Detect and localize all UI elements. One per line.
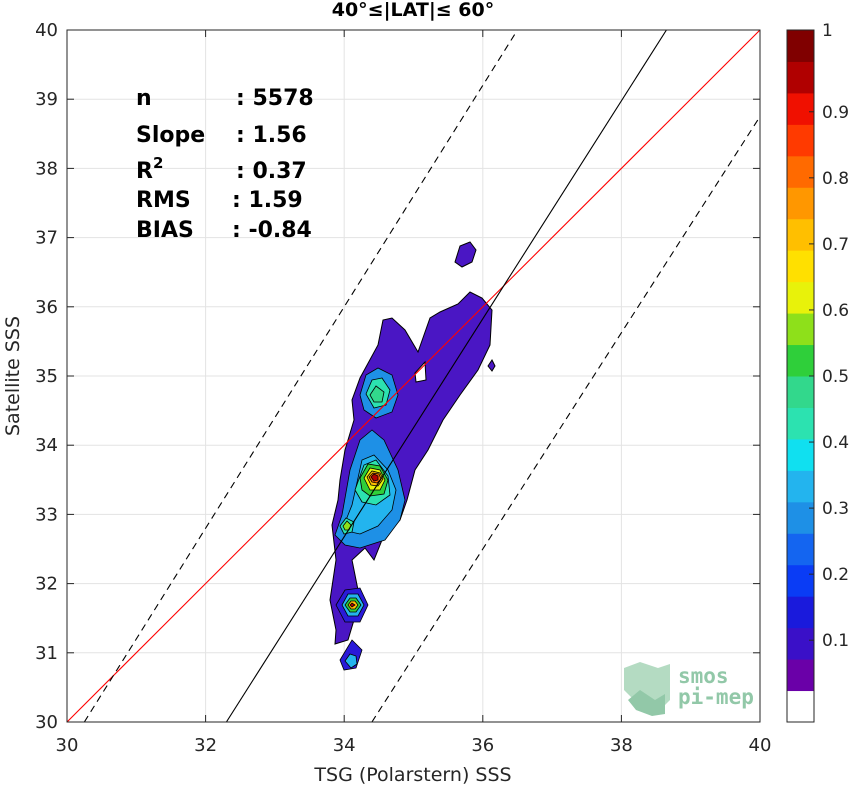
colorbar-segment [787, 61, 814, 94]
x-axis-label: TSG (Polarstern) SSS [313, 764, 511, 786]
colorbar-segment [787, 438, 814, 471]
x-tick-label: 40 [749, 735, 772, 756]
contour-level-0-95 [349, 602, 356, 608]
y-tick-label: 37 [35, 228, 58, 249]
stat-value: : 1.56 [236, 123, 307, 148]
logo-line2: pi-mep [678, 685, 754, 709]
stat-label: Slope [136, 123, 205, 148]
reference-lines [67, 30, 760, 722]
y-tick-label: 35 [35, 366, 58, 387]
colorbar-segment [787, 218, 814, 251]
y-axis-label: Satellite SSS [2, 316, 24, 436]
stat-value: : -0.84 [232, 218, 312, 243]
contour-level-0-45 [369, 385, 385, 403]
colorbar-segment [787, 344, 814, 377]
colorbar-tick-label: 0.4 [822, 433, 849, 453]
colorbar-segment [787, 659, 814, 692]
colorbar-tick-label: 0.8 [822, 169, 849, 189]
colorbar-segment [787, 92, 814, 125]
colorbar: 1 0.9 0.8 0.7 0.6 0.5 0.4 0.3 0.2 0.1 [786, 21, 849, 723]
colorbar-segment [787, 690, 814, 723]
y-tick-label: 31 [35, 643, 58, 664]
reference-line [83, 30, 518, 722]
colorbar-tick-label: 0.1 [822, 631, 849, 651]
stat-label: BIAS [136, 218, 194, 243]
colorbar-tick-label: 0.9 [822, 103, 849, 123]
stat-label: RMS [136, 188, 191, 213]
colorbar-segment [787, 313, 814, 346]
colorbar-segment [787, 533, 814, 566]
contour-level-0-35 [344, 653, 358, 669]
colorbar-tick-label: 0.6 [822, 301, 849, 321]
logo-line1: smos [678, 664, 729, 688]
colorbar-segment [787, 30, 814, 62]
x-tick-label: 38 [610, 735, 633, 756]
colorbar-tick-label: 0.3 [822, 499, 849, 519]
y-tick-label: 32 [35, 574, 58, 595]
stat-value: : 1.59 [232, 188, 303, 213]
y-tick-label: 39 [35, 89, 58, 110]
x-tick-label: 30 [56, 735, 79, 756]
y-tick-label: 30 [35, 712, 58, 733]
stat-superscript: 2 [153, 154, 163, 172]
x-axis: 30 32 34 36 38 40 [56, 30, 772, 756]
x-tick-label: 34 [333, 735, 356, 756]
y-axis: 30 31 32 33 34 35 36 37 38 39 40 [35, 20, 760, 733]
colorbar-segment [787, 281, 814, 314]
colorbar-segment [787, 596, 814, 629]
y-tick-label: 36 [35, 297, 58, 318]
contour-level-0-95 [370, 473, 379, 482]
colorbar-segment [787, 407, 814, 440]
smos-pi-mep-logo: smos pi-mep [624, 662, 754, 716]
colorbar-segment [787, 250, 814, 283]
x-tick-label: 32 [194, 735, 217, 756]
contour-blob [487, 359, 496, 372]
chart-title: 40°≤|LAT|≤ 60° [332, 0, 495, 21]
colorbar-segment [787, 376, 814, 408]
y-tick-label: 33 [35, 504, 58, 525]
stat-value: : 0.37 [236, 159, 307, 184]
colorbar-segment [787, 470, 814, 503]
contour-blob [454, 241, 477, 268]
density-contours [329, 241, 496, 671]
colorbar-segment [787, 124, 814, 157]
reference-line [225, 30, 667, 722]
colorbar-segment [787, 187, 814, 220]
colorbar-tick-label: 0.5 [822, 367, 849, 387]
x-tick-label: 36 [471, 735, 494, 756]
colorbar-segment [787, 627, 814, 660]
y-tick-label: 34 [35, 435, 58, 456]
colorbar-tick-label: 0.7 [822, 235, 849, 255]
colorbar-segment [787, 155, 814, 188]
y-tick-label: 40 [35, 20, 58, 41]
colorbar-tick-label: 0.2 [822, 565, 849, 585]
colorbar-tick-label: 1 [822, 21, 833, 41]
stat-value: : 5578 [236, 86, 314, 111]
logo-wave-icon [628, 690, 665, 716]
y-tick-label: 38 [35, 158, 58, 179]
colorbar-segment [787, 564, 814, 597]
reference-line [67, 30, 760, 722]
stat-label: n [136, 86, 152, 111]
colorbar-segment [787, 501, 814, 534]
